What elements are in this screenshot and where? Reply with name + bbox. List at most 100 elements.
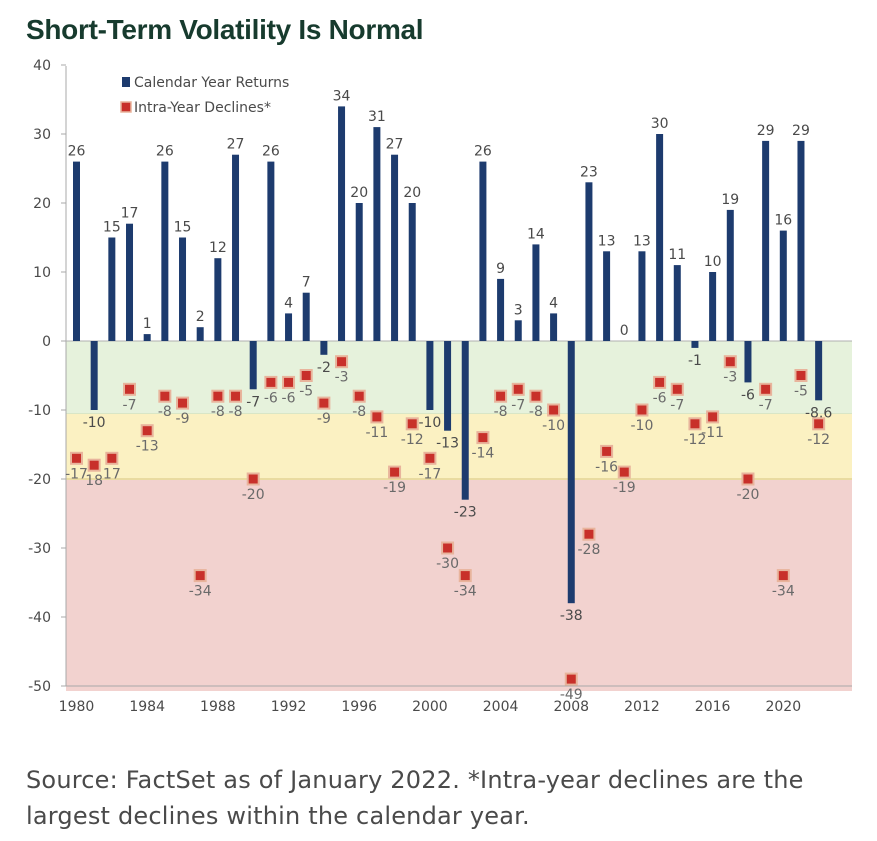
bar-label: 3 (514, 302, 523, 318)
bar-label: 11 (668, 247, 686, 263)
decline-marker (211, 389, 225, 403)
band-green (66, 341, 852, 414)
bar (126, 223, 134, 341)
decline-marker (70, 451, 83, 465)
decline-marker (458, 569, 472, 583)
band-red (66, 479, 852, 691)
x-tick-label: 1992 (271, 699, 307, 715)
x-tick-label: 2020 (765, 699, 801, 715)
bar (585, 182, 593, 341)
marker-label: -20 (737, 487, 760, 503)
bar-label: 30 (651, 116, 669, 132)
decline-marker (529, 389, 543, 403)
marker-label: -5 (299, 384, 313, 400)
bar (302, 292, 310, 341)
marker-label: -17 (65, 466, 88, 482)
bar-label: 20 (403, 185, 421, 201)
marker-label: -13 (136, 439, 159, 455)
band-yellow (66, 413, 852, 479)
bar-label: 4 (549, 295, 558, 311)
bar (408, 203, 416, 341)
decline-marker (547, 403, 561, 417)
bar (108, 237, 116, 341)
decline-marker (87, 458, 101, 472)
decline-marker (176, 396, 190, 410)
bar (461, 341, 469, 500)
marker-label: -3 (723, 370, 737, 386)
marker-label: -14 (471, 446, 494, 462)
bar-label: 4 (284, 295, 293, 311)
marker-label: -17 (418, 466, 441, 482)
bar-label: 2 (196, 309, 205, 325)
bar (779, 230, 787, 341)
bar (603, 251, 611, 341)
marker-label: -10 (542, 418, 565, 434)
marker-label: -8 (494, 404, 508, 420)
y-tick-label: -50 (28, 679, 51, 695)
y-tick-label: -10 (28, 403, 51, 419)
bar-label: -10 (83, 415, 106, 431)
x-tick-label: 1984 (129, 699, 165, 715)
decline-marker (299, 369, 313, 382)
y-tick-label: 20 (33, 196, 51, 212)
marker-label: -8 (229, 404, 243, 420)
y-tick-label: -40 (28, 610, 51, 626)
marker-label: -8 (158, 404, 172, 420)
bar (320, 341, 328, 355)
source-note: Source: FactSet as of January 2022. *Int… (26, 766, 804, 830)
legend-marker-swatch (120, 101, 132, 113)
bar (514, 320, 522, 341)
decline-marker (264, 375, 278, 389)
bar (726, 209, 734, 341)
bar-label: 19 (721, 192, 739, 208)
bar (656, 134, 664, 341)
bar-label: 26 (262, 144, 280, 160)
bar-label: 13 (598, 233, 616, 249)
bar-label: 26 (474, 144, 492, 160)
decline-marker (564, 672, 578, 686)
decline-marker (688, 417, 702, 431)
x-tick-label: 1988 (200, 699, 236, 715)
bar (744, 341, 752, 383)
bar-label: 15 (174, 220, 192, 236)
bar (179, 237, 187, 341)
decline-marker (617, 465, 631, 479)
bar-label: 16 (774, 213, 792, 229)
marker-label: -19 (383, 480, 406, 496)
decline-marker (653, 375, 667, 389)
decline-marker (706, 410, 720, 424)
marker-label: -16 (595, 459, 618, 475)
decline-marker (388, 465, 402, 479)
bar (567, 341, 575, 604)
bar-label: 17 (121, 206, 139, 222)
bar-label: 1 (143, 316, 152, 332)
marker-label: -34 (772, 584, 795, 600)
x-tick-label: 1996 (341, 699, 377, 715)
bar-label: 9 (496, 261, 505, 277)
decline-marker (317, 396, 331, 410)
legend-bar-swatch (122, 77, 130, 87)
decline-marker (794, 369, 808, 382)
marker-label: -20 (242, 487, 265, 503)
decline-marker (140, 424, 154, 438)
marker-label: -34 (189, 584, 212, 600)
bar (691, 341, 699, 348)
bar (815, 341, 823, 401)
marker-label: -9 (317, 411, 331, 427)
marker-label: -12 (401, 432, 424, 448)
marker-label: -8 (529, 404, 543, 420)
bar-label: 27 (386, 137, 404, 153)
marker-label: -5 (794, 384, 808, 400)
bar-label: 0 (620, 323, 629, 339)
decline-marker (352, 389, 366, 403)
bar (444, 341, 452, 431)
bar (249, 341, 257, 390)
bar-label: 15 (103, 220, 121, 236)
marker-label: -28 (577, 542, 600, 558)
marker-label: -7 (123, 397, 137, 413)
bar (196, 327, 204, 341)
bar (638, 251, 646, 341)
bar (232, 154, 240, 341)
marker-label: -11 (365, 425, 388, 441)
